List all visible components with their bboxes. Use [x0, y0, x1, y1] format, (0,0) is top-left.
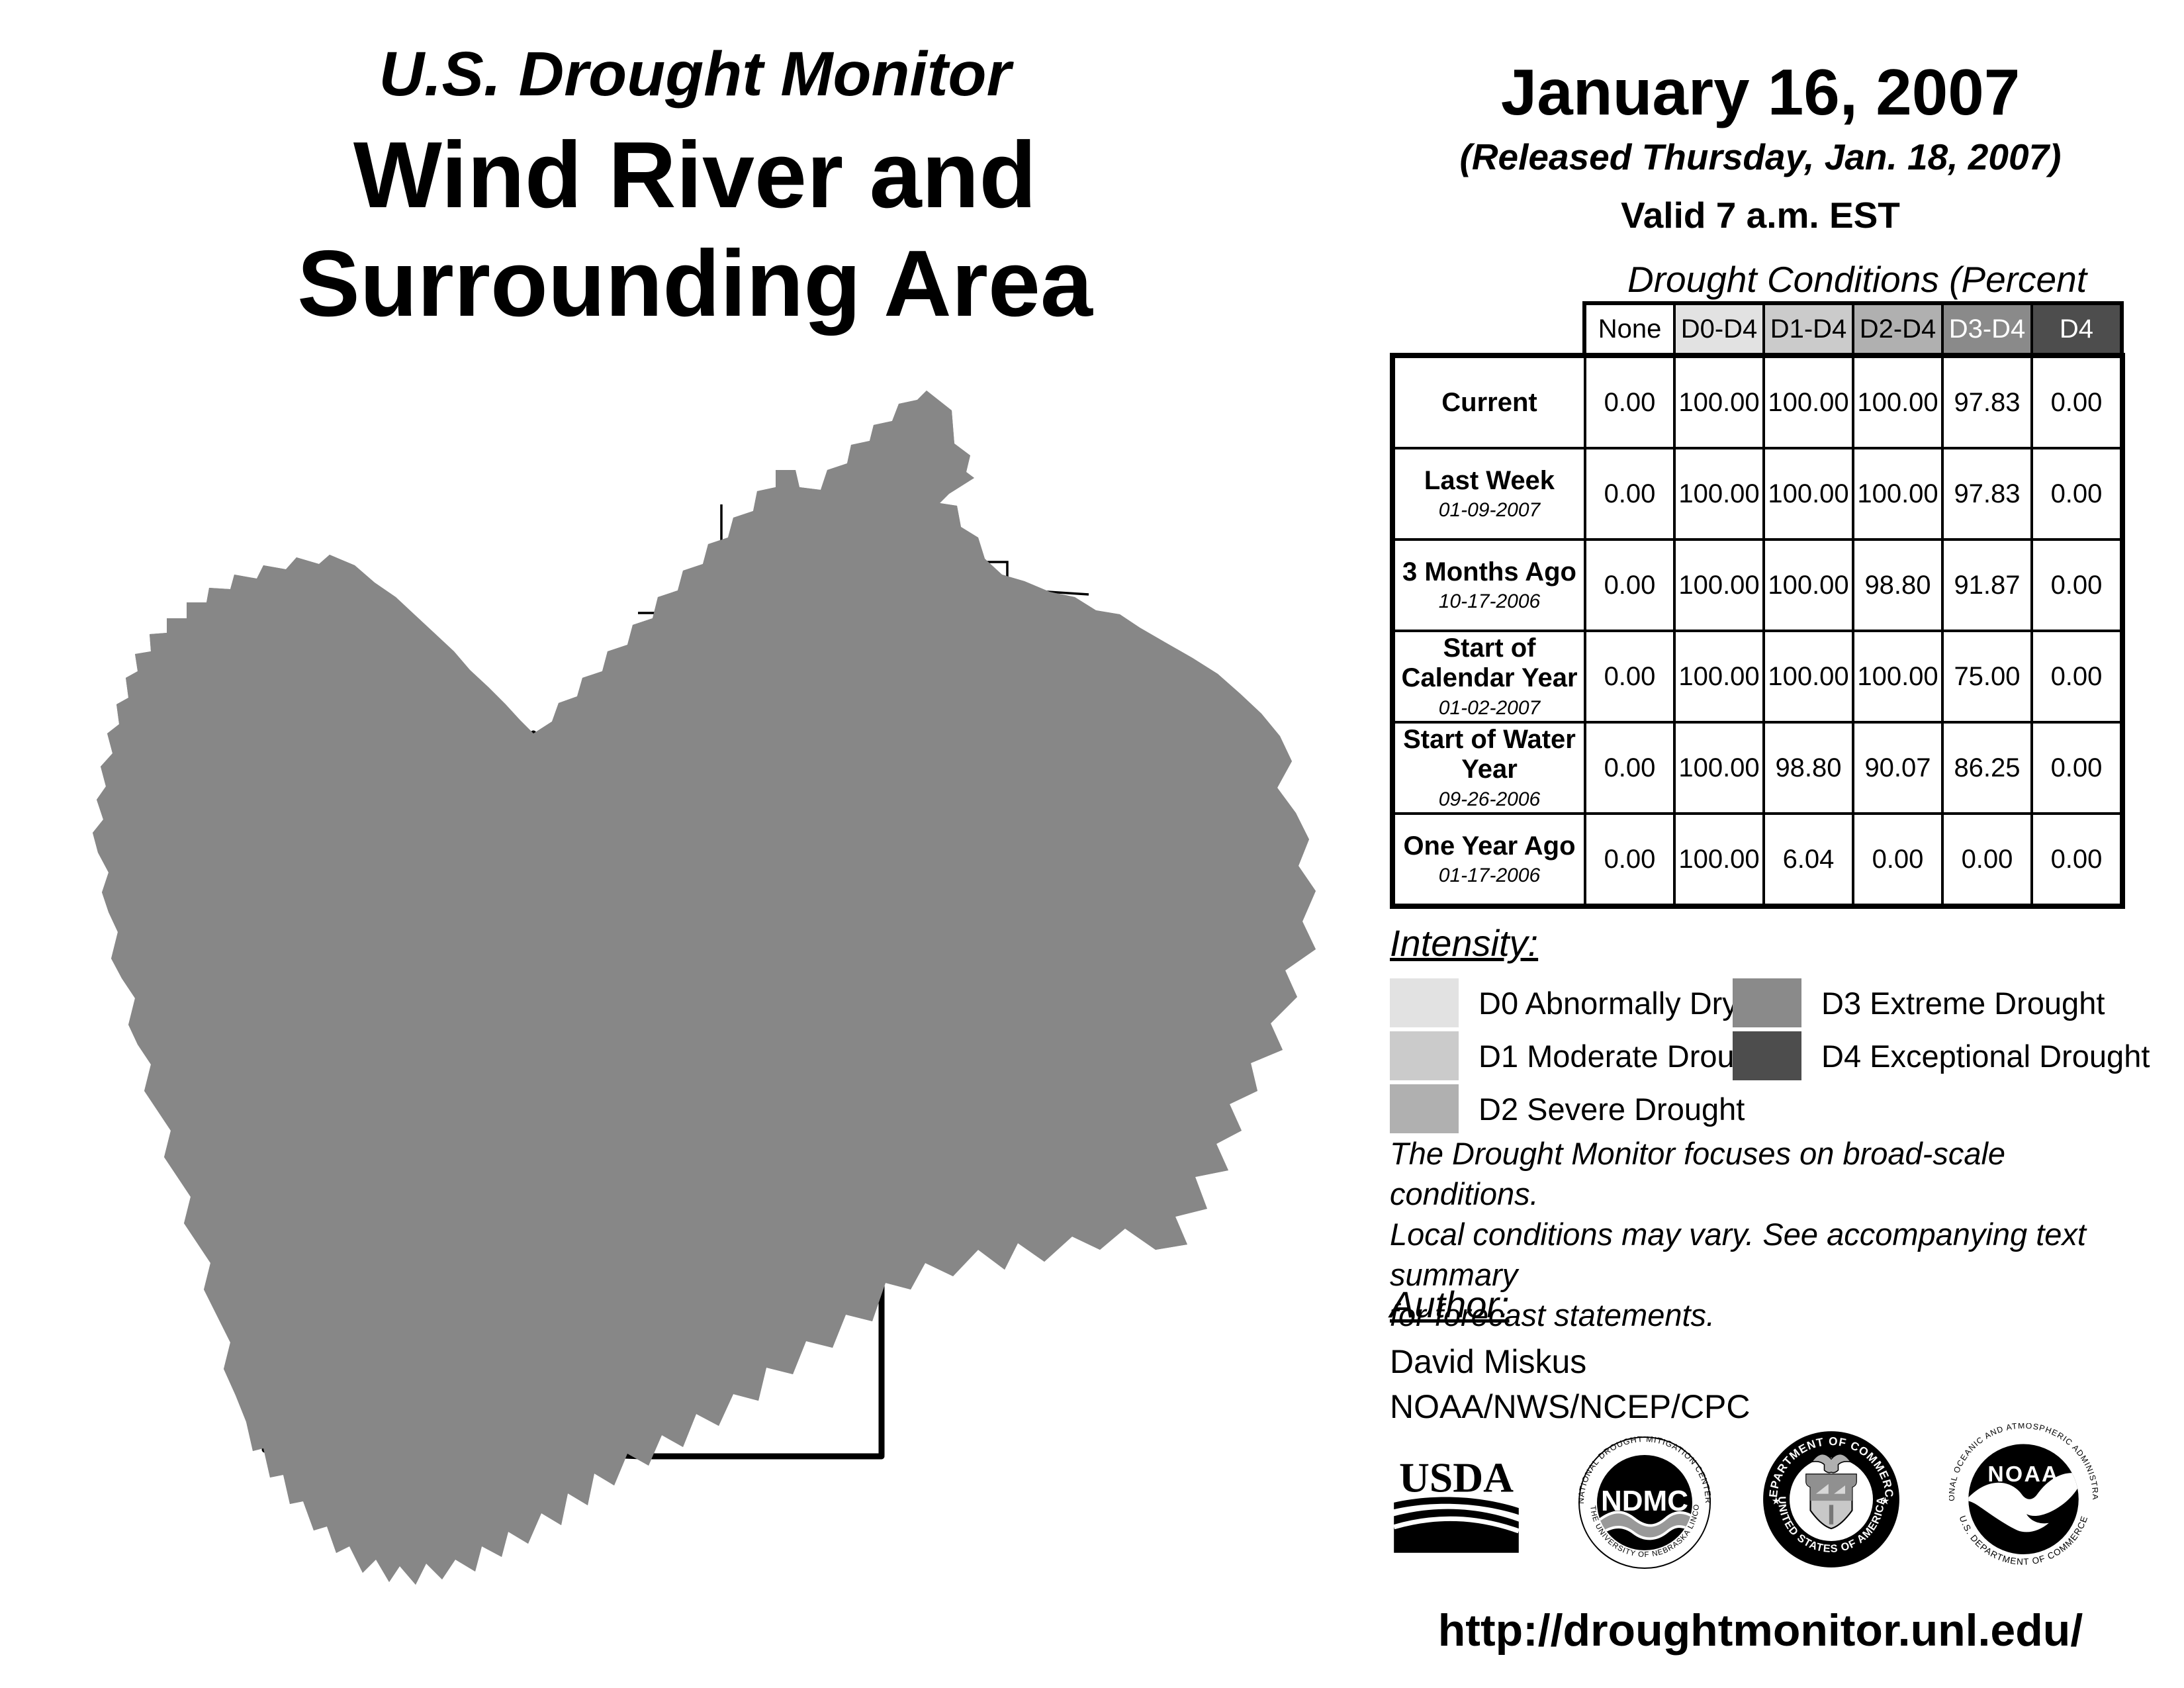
ndmc-wordmark: NDMC: [1601, 1485, 1688, 1517]
table-cell: 0.00: [1586, 358, 1673, 447]
column-header-d4: D4: [2033, 305, 2120, 353]
author-org: NOAA/NWS/NCEP/CPC: [1390, 1388, 1751, 1425]
column-header-none: None: [1586, 305, 1673, 353]
d2-swatch: [1390, 1084, 1459, 1133]
table-row-label: One Year Ago 01-17-2006: [1395, 815, 1584, 904]
d4-swatch: [1733, 1031, 1801, 1080]
table-cell: 100.00: [1676, 815, 1762, 904]
table-cell: 100.00: [1765, 449, 1852, 538]
table-cell: 97.83: [1944, 358, 2030, 447]
map-date: January 16, 2007: [1500, 56, 2021, 128]
table-cell: 100.00: [1854, 449, 1941, 538]
usda-wordmark: USDA: [1399, 1456, 1514, 1501]
table-cell: 0.00: [2033, 449, 2120, 538]
table-header-row: None D0-D4 D1-D4 D2-D4 D3-D4 D4: [1582, 301, 2124, 353]
table-cell: 0.00: [2033, 815, 2120, 904]
column-header-d2-d4: D2-D4: [1854, 305, 1941, 353]
table-cell: 90.07: [1854, 724, 1941, 812]
table-cell: 75.00: [1944, 632, 2030, 721]
date-block: January 16, 2007 (Released Thursday, Jan…: [1390, 58, 2131, 236]
table-cell: 100.00: [1676, 541, 1762, 630]
drought-map: [66, 364, 1324, 1622]
column-header-d1-d4: D1-D4: [1765, 305, 1852, 353]
report-kicker: U.S. Drought Monitor: [379, 39, 1011, 109]
table-cell: 100.00: [1854, 632, 1941, 721]
d0-swatch: [1390, 978, 1459, 1027]
legend-item-d1: D1 Moderate Drought: [1390, 1031, 1778, 1080]
table-cell: 0.00: [1586, 541, 1673, 630]
eagle-icon: [1810, 1453, 1852, 1474]
title-block: U.S. Drought Monitor Wind River and Surr…: [66, 40, 1324, 339]
seagull-icon: [1968, 1473, 2079, 1532]
legend-item-d3: D3 Extreme Drought: [1733, 978, 2105, 1027]
d3-swatch: [1733, 978, 1801, 1027]
noaa-logo: NOAA NATIONAL OCEANIC AND ATMOSPHERIC AD…: [1949, 1423, 2098, 1567]
table-cell: 100.00: [1765, 358, 1852, 447]
seal-star-right: ★: [1881, 1495, 1890, 1507]
column-header-d0-d4: D0-D4: [1676, 305, 1762, 353]
author-name: David Miskus: [1390, 1343, 1587, 1380]
legend-item-d2: D2 Severe Drought: [1390, 1084, 1745, 1133]
table-row-label: Last Week 01-09-2007: [1395, 449, 1584, 538]
table-cell: 100.00: [1676, 449, 1762, 538]
table-cell: 0.00: [2033, 724, 2120, 812]
released-date: (Released Thursday, Jan. 18, 2007): [1459, 136, 2062, 177]
table-cell: 100.00: [1676, 358, 1762, 447]
table-cell: 100.00: [1676, 724, 1762, 812]
table-cell: 0.00: [1854, 815, 1941, 904]
commerce-seal: DEPARTMENT OF COMMERCE UNITED STATES OF …: [1762, 1430, 1899, 1568]
d1-swatch: [1390, 1031, 1459, 1080]
table-cell: 86.25: [1944, 724, 2030, 812]
table-cell: 0.00: [1586, 724, 1673, 812]
table-row-label: Start of Water Year 09-26-2006: [1395, 724, 1584, 812]
table-cell: 100.00: [1765, 541, 1852, 630]
column-header-d3-d4: D3-D4: [1944, 305, 2030, 353]
table-cell: 98.80: [1765, 724, 1852, 812]
table-cell: 0.00: [1586, 632, 1673, 721]
table-cell: 97.83: [1944, 449, 2030, 538]
seal-star-left: ★: [1772, 1495, 1781, 1507]
table-cell: 0.00: [1944, 815, 2030, 904]
table-cell: 0.00: [2033, 541, 2120, 630]
page-title-line2: Surrounding Area: [297, 231, 1093, 337]
legend-item-d0: D0 Abnormally Dry: [1390, 978, 1738, 1027]
noaa-wordmark: NOAA: [1987, 1462, 2059, 1487]
table-cell: 0.00: [2033, 358, 2120, 447]
table-cell: 98.80: [1854, 541, 1941, 630]
drought-monitor-url: http://droughtmonitor.unl.edu/: [1437, 1605, 2083, 1656]
table-row-label: Start of Calendar Year 01-02-2007: [1395, 632, 1584, 721]
ndmc-logo: NDMC NATIONAL DROUGHT MITIGATION CENTER …: [1578, 1436, 1711, 1569]
page-title: Wind River and Surrounding Area: [66, 121, 1324, 339]
table-row-label: 3 Months Ago 10-17-2006: [1395, 541, 1584, 630]
table-cell: 0.00: [1586, 449, 1673, 538]
table-cell: 100.00: [1765, 632, 1852, 721]
disclaimer-note: The Drought Monitor focuses on broad-sca…: [1390, 1136, 2086, 1333]
legend-item-d4: D4 Exceptional Drought: [1733, 1031, 2150, 1080]
author-heading: Author:: [1390, 1284, 1510, 1325]
table-cell: 91.87: [1944, 541, 2030, 630]
table-cell: 0.00: [2033, 632, 2120, 721]
drought-conditions-table: Current 0.00 100.00 100.00 100.00 97.83 …: [1390, 353, 2125, 909]
table-cell: 6.04: [1765, 815, 1852, 904]
basin-outline-stroke: [93, 391, 1316, 1585]
table-cell: 100.00: [1676, 632, 1762, 721]
intensity-heading: Intensity:: [1390, 922, 1539, 964]
table-cell: 100.00: [1854, 358, 1941, 447]
table-row-label: Current: [1395, 358, 1584, 447]
usda-logo: USDA: [1393, 1456, 1520, 1553]
table-cell: 0.00: [1586, 815, 1673, 904]
page-title-line1: Wind River and: [353, 122, 1037, 228]
valid-time: Valid 7 a.m. EST: [1621, 194, 1900, 236]
